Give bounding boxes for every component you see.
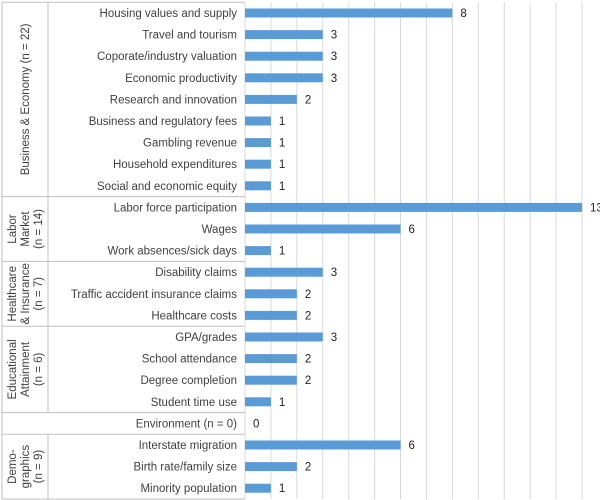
value-label: 2: [305, 354, 311, 366]
value-label: 1: [279, 181, 285, 193]
value-label: 1: [279, 397, 285, 409]
bar: [245, 138, 271, 148]
category-label: Economic productivity: [125, 73, 237, 85]
value-label: 1: [279, 138, 285, 150]
category-label: Environment (n = 0): [136, 418, 237, 430]
group-label: LaborMarket(n = 14): [7, 209, 45, 249]
value-label: 2: [305, 462, 311, 474]
category-label: Business and regulatory fees: [89, 116, 238, 128]
category-labels: Housing values and supply Travel and tour…: [71, 8, 237, 495]
value-label: 1: [279, 116, 285, 128]
category-label: Interstate migration: [139, 440, 237, 452]
value-label: 3: [331, 73, 337, 85]
category-label: Housing values and supply: [100, 8, 238, 20]
value-label: 2: [305, 94, 311, 106]
bar: [245, 51, 323, 61]
grid-layer: [244, 2, 583, 499]
bar: [245, 462, 297, 472]
value-label: 3: [331, 267, 337, 279]
value-label: 1: [279, 483, 285, 495]
value-label: 3: [331, 51, 337, 63]
bar: [245, 30, 323, 40]
category-label: Traffic accident insurance claims: [71, 289, 237, 301]
bar: [245, 8, 453, 18]
value-label: 6: [409, 440, 415, 452]
category-label: Healthcare costs: [151, 310, 237, 322]
bar: [245, 159, 271, 169]
bar: [245, 116, 271, 126]
category-label: Minority population: [140, 483, 237, 495]
value-label: 13: [590, 202, 600, 214]
group-separators: [1, 1, 245, 500]
value-label: 2: [305, 375, 311, 387]
group-labels: Business & Economy (n = 22) LaborMarket(n…: [7, 23, 45, 488]
bar: [245, 202, 582, 212]
bar: [245, 289, 297, 299]
category-label: Wages: [202, 224, 238, 236]
category-label: Work absences/sick days: [107, 246, 237, 258]
bar: [245, 224, 401, 234]
category-label: Degree completion: [140, 375, 237, 387]
category-label: Social and economic equity: [97, 181, 237, 193]
bar: [245, 375, 297, 385]
group-label: EducationalAttainment(n = 6): [7, 339, 45, 399]
bar: [245, 397, 271, 407]
category-label: Gambling revenue: [143, 138, 237, 150]
category-label: Labor force participation: [114, 202, 237, 214]
bar: [245, 332, 323, 342]
category-label: Coporate/industry valuation: [97, 51, 237, 63]
value-label: 3: [331, 332, 337, 344]
bar: [245, 181, 271, 191]
value-label: 1: [279, 159, 285, 171]
category-label: School attendance: [142, 354, 237, 366]
value-label: 8: [460, 8, 466, 20]
bar: [245, 267, 323, 277]
group-label: Healthcare& Insurance(n = 7): [7, 263, 45, 324]
category-label: Household expenditures: [113, 159, 237, 171]
value-label: 6: [409, 224, 415, 236]
category-label: Research and innovation: [110, 94, 237, 106]
group-label: Demo-graphics(n = 9): [7, 445, 45, 489]
value-label: 3: [331, 30, 337, 42]
bar: [245, 310, 297, 320]
category-label: Birth rate/family size: [133, 462, 237, 474]
value-label: 1: [279, 246, 285, 258]
category-label: Travel and tourism: [142, 30, 237, 42]
category-label: Student time use: [151, 397, 237, 409]
category-label: Disability claims: [155, 267, 237, 279]
bar: [245, 94, 297, 104]
value-label: 0: [253, 418, 259, 430]
bar: [245, 354, 297, 364]
bar: [245, 246, 271, 256]
bar: [245, 483, 271, 493]
bar: [245, 440, 401, 450]
bars: [245, 8, 582, 493]
group-label: Business & Economy (n = 22): [20, 23, 32, 175]
value-label: 2: [305, 289, 311, 301]
value-label: 2: [305, 310, 311, 322]
category-label: GPA/grades: [175, 332, 237, 344]
bar: [245, 73, 323, 83]
